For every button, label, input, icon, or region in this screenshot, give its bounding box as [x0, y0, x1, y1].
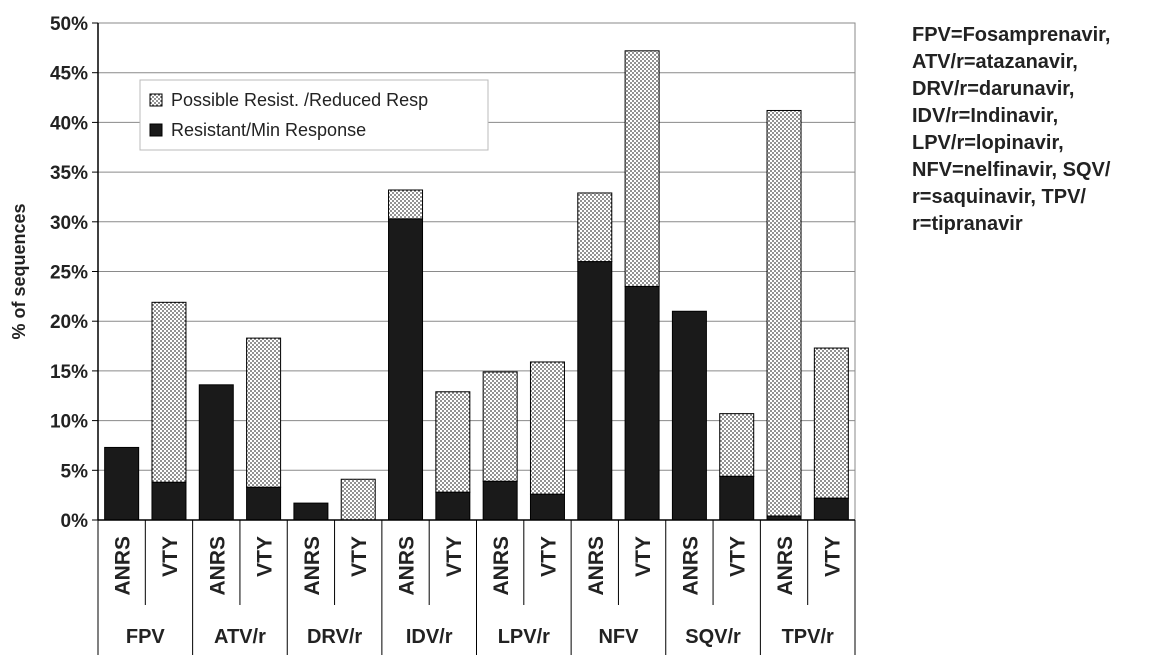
- group-label: DRV/r: [307, 626, 362, 648]
- bar-resistant-anrs: [482, 480, 518, 521]
- y-tick-label: 25%: [50, 263, 88, 284]
- bar-possible-vty: [435, 391, 471, 493]
- legend-label: Resistant/Min Response: [171, 120, 366, 140]
- group-label: LPV/r: [498, 626, 550, 648]
- category-label: VTY: [254, 536, 277, 577]
- category-label: ANRS: [679, 536, 702, 596]
- y-tick-label: 45%: [50, 64, 88, 85]
- y-tick-label: 10%: [50, 412, 88, 433]
- y-tick-label: 15%: [50, 362, 88, 383]
- bar-possible-anrs: [482, 371, 518, 482]
- bar-resistant-vty: [246, 486, 282, 521]
- category-label: VTY: [821, 536, 844, 577]
- bar-resistant-vty: [529, 493, 565, 521]
- bar-possible-vty: [624, 50, 660, 287]
- bar-possible-vty: [529, 361, 565, 495]
- note-line: NFV=nelfinavir, SQV/: [912, 159, 1111, 181]
- category-label: ANRS: [301, 536, 324, 596]
- bar-possible-vty: [813, 347, 849, 499]
- category-label: ANRS: [112, 536, 135, 596]
- group-label: ATV/r: [214, 626, 266, 648]
- legend-box: [139, 79, 489, 151]
- bar-resistant-anrs: [293, 502, 329, 521]
- axes: [92, 22, 856, 655]
- group-label: TPV/r: [782, 626, 834, 648]
- category-label: VTY: [159, 536, 182, 577]
- bar-resistant-vty: [719, 475, 755, 521]
- note-line: DRV/r=darunavir,: [912, 78, 1075, 100]
- abbreviation-note: FPV=Fosamprenavir, ATV/r=atazanavir, DRV…: [912, 22, 1167, 238]
- bar-resistant-anrs: [388, 218, 424, 521]
- bar-possible-anrs: [577, 192, 613, 263]
- axis-labels: 0% 5% 10% 15% 20% 25% 30% 35% 40% 45% 50% % of sequ…: [9, 14, 844, 648]
- group-label: IDV/r: [406, 626, 453, 648]
- note-line: FPV=Fosamprenavir,: [912, 24, 1111, 46]
- note-line: IDV/r=Indinavir,: [912, 105, 1059, 127]
- bar-possible-vty: [340, 478, 376, 521]
- y-axis-label: % of sequences: [9, 203, 29, 339]
- bar-resistant-anrs: [577, 261, 613, 521]
- y-tick-label: 30%: [50, 213, 88, 234]
- bars: [104, 50, 849, 521]
- note-line: r=tipranavir: [912, 213, 1023, 235]
- category-label: VTY: [727, 536, 750, 577]
- legend: Possible Resist. /Reduced Resp Resistant/…: [139, 79, 489, 151]
- bar-possible-vty: [246, 337, 282, 488]
- bar-resistant-anrs: [104, 446, 140, 521]
- note-line: LPV/r=lopinavir,: [912, 132, 1064, 154]
- bar-possible-vty: [719, 413, 755, 477]
- category-label: VTY: [632, 536, 655, 577]
- note-line: r=saquinavir, TPV/: [912, 186, 1086, 208]
- bar-possible-vty: [151, 301, 187, 483]
- category-label: VTY: [348, 536, 371, 577]
- y-tick-label: 40%: [50, 113, 88, 134]
- category-label: VTY: [537, 536, 560, 577]
- bar-resistant-vty: [624, 285, 660, 521]
- bar-resistant-anrs: [671, 310, 707, 521]
- category-label: ANRS: [206, 536, 229, 596]
- bar-chart: 0% 5% 10% 15% 20% 25% 30% 35% 40% 45% 50% % of sequ…: [9, 14, 856, 655]
- legend-swatch: [149, 93, 163, 107]
- y-tick-label: 50%: [50, 14, 88, 35]
- group-label: SQV/r: [685, 626, 741, 648]
- bar-possible-anrs: [766, 109, 802, 517]
- y-tick-label: 20%: [50, 312, 88, 333]
- category-label: ANRS: [774, 536, 797, 596]
- y-tick-label: 5%: [61, 461, 89, 482]
- bar-resistant-vty: [151, 481, 187, 521]
- bar-resistant-vty: [813, 497, 849, 521]
- category-label: VTY: [443, 536, 466, 577]
- legend-swatch: [149, 123, 163, 137]
- group-label: NFV: [598, 626, 639, 648]
- y-tick-label: 35%: [50, 163, 88, 184]
- category-label: ANRS: [585, 536, 608, 596]
- legend-label: Possible Resist. /Reduced Resp: [171, 90, 428, 110]
- note-line: ATV/r=atazanavir,: [912, 51, 1078, 73]
- group-label: FPV: [126, 626, 166, 648]
- bar-resistant-anrs: [198, 384, 234, 521]
- bar-possible-anrs: [388, 189, 424, 220]
- category-label: ANRS: [396, 536, 419, 596]
- category-label: ANRS: [490, 536, 513, 596]
- bar-resistant-vty: [435, 491, 471, 521]
- y-tick-label: 0%: [61, 511, 89, 532]
